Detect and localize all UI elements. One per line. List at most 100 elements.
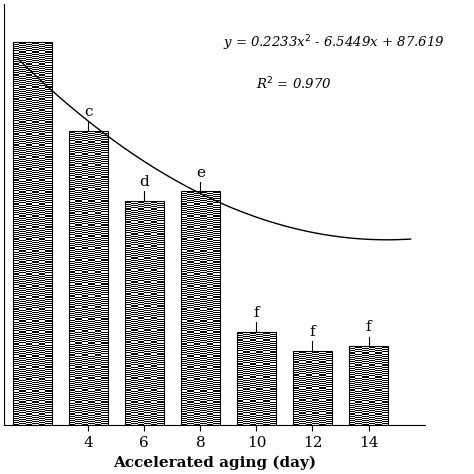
Bar: [187, 309, 194, 310]
Bar: [26, 243, 32, 244]
Bar: [26, 129, 32, 130]
Bar: [39, 288, 46, 289]
Bar: [88, 276, 95, 277]
Bar: [69, 279, 75, 280]
Bar: [151, 311, 157, 312]
Bar: [39, 254, 46, 255]
Bar: [39, 166, 46, 167]
Bar: [213, 372, 220, 373]
Bar: [243, 373, 250, 374]
Bar: [138, 324, 144, 325]
Bar: [131, 339, 138, 340]
Bar: [207, 234, 213, 235]
Bar: [213, 266, 220, 267]
Bar: [326, 353, 332, 354]
Bar: [13, 358, 19, 359]
Bar: [207, 280, 213, 281]
Bar: [101, 132, 108, 133]
Bar: [13, 306, 19, 307]
Bar: [250, 345, 256, 346]
Bar: [19, 254, 26, 255]
Bar: [13, 234, 19, 235]
Bar: [151, 298, 157, 299]
Bar: [46, 143, 52, 145]
Bar: [319, 386, 326, 387]
Bar: [46, 398, 52, 399]
Bar: [46, 413, 52, 415]
Bar: [39, 163, 46, 164]
Bar: [125, 392, 131, 393]
Bar: [194, 335, 201, 336]
Bar: [88, 209, 95, 210]
Bar: [19, 157, 26, 159]
Bar: [32, 360, 39, 361]
Bar: [187, 274, 194, 275]
Bar: [187, 249, 194, 250]
Bar: [19, 186, 26, 187]
Bar: [326, 396, 332, 397]
Bar: [101, 349, 108, 350]
Bar: [88, 347, 95, 348]
Bar: [101, 398, 108, 399]
Bar: [319, 355, 326, 356]
Bar: [293, 356, 300, 357]
Bar: [75, 252, 82, 253]
Bar: [19, 64, 26, 66]
Bar: [69, 387, 75, 388]
Bar: [151, 300, 157, 301]
Bar: [32, 207, 39, 208]
Bar: [369, 379, 375, 380]
Bar: [138, 361, 144, 362]
Bar: [125, 334, 131, 335]
Bar: [82, 174, 88, 175]
Bar: [82, 305, 88, 306]
Bar: [32, 385, 39, 386]
Bar: [382, 379, 388, 380]
Bar: [32, 348, 39, 349]
Bar: [39, 415, 46, 416]
Bar: [39, 53, 46, 54]
Bar: [32, 380, 39, 381]
Bar: [46, 149, 52, 150]
Bar: [157, 312, 164, 313]
Bar: [46, 58, 52, 59]
Bar: [125, 376, 131, 377]
Bar: [362, 349, 369, 350]
Bar: [88, 174, 95, 175]
Bar: [19, 271, 26, 273]
Bar: [32, 162, 39, 163]
Bar: [26, 356, 32, 358]
Bar: [88, 374, 95, 375]
Bar: [157, 282, 164, 283]
Bar: [151, 275, 157, 276]
Bar: [82, 239, 88, 240]
Bar: [32, 164, 39, 165]
Bar: [157, 339, 164, 340]
Bar: [82, 406, 88, 407]
Bar: [46, 378, 52, 380]
Bar: [187, 399, 194, 401]
Bar: [263, 359, 270, 360]
Bar: [306, 394, 312, 395]
Bar: [213, 252, 220, 253]
Bar: [69, 232, 75, 233]
Bar: [19, 266, 26, 267]
Bar: [375, 399, 382, 401]
Bar: [144, 213, 151, 214]
Bar: [13, 127, 19, 128]
Bar: [138, 366, 144, 368]
Bar: [312, 372, 319, 374]
Bar: [46, 243, 52, 244]
Bar: [101, 399, 108, 401]
Bar: [69, 385, 75, 386]
Bar: [138, 254, 144, 255]
Bar: [95, 181, 101, 182]
Bar: [201, 377, 207, 378]
Bar: [138, 368, 144, 369]
Bar: [13, 235, 19, 236]
Bar: [101, 161, 108, 162]
Bar: [144, 383, 151, 384]
Bar: [82, 376, 88, 377]
Bar: [349, 354, 356, 355]
Bar: [46, 360, 52, 361]
